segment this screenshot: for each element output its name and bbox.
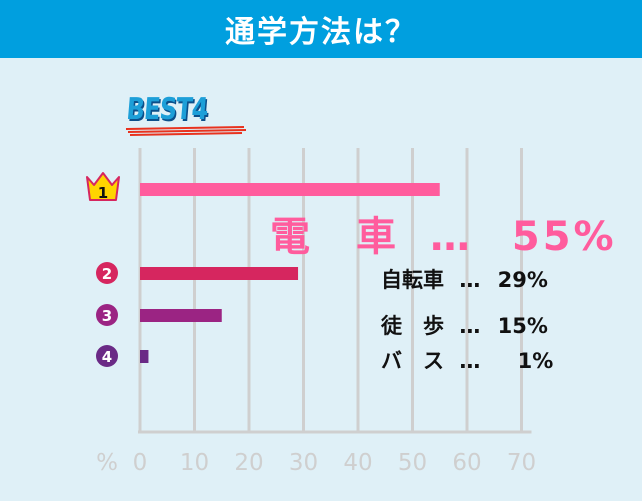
x-tick-label: 60: [452, 450, 481, 476]
page-title: 通学方法は？: [0, 0, 642, 58]
x-tick-label: 0: [133, 450, 148, 476]
best4-underline-icon: [125, 126, 247, 136]
rank-circle-icon: [96, 262, 118, 284]
rank4-separator: …: [459, 349, 481, 373]
rank-marker-1: 1: [98, 184, 108, 202]
bar-4: [140, 350, 149, 363]
rank3-separator: …: [459, 314, 481, 338]
rank3-label: 徒 歩 … 15%: [381, 310, 548, 340]
bar-3: [140, 309, 222, 322]
x-tick-label: 50: [398, 450, 427, 476]
rank-marker-2: 2: [102, 265, 112, 283]
rank3-value: 15%: [497, 314, 548, 338]
rank1-label: 電 車 … 55%: [270, 204, 617, 262]
x-tick-label: 20: [234, 450, 263, 476]
rank2-separator: …: [459, 268, 481, 292]
rank4-label: バ ス … 1%: [381, 345, 553, 375]
x-axis-label: %: [96, 450, 118, 476]
rank2-category: 自転車: [381, 268, 444, 292]
rank4-category: バ ス: [381, 349, 444, 373]
rank-marker-4: 4: [102, 348, 112, 366]
rank-marker-3: 3: [102, 307, 112, 325]
rank1-category: 電 車: [270, 214, 399, 260]
rank1-separator: …: [429, 214, 473, 260]
x-tick-label: 30: [289, 450, 318, 476]
rank1-value: 55%: [511, 214, 617, 260]
x-tick-label: 10: [180, 450, 209, 476]
rank4-value: 1%: [517, 349, 554, 373]
x-tick-label: 40: [343, 450, 372, 476]
crown-icon: [86, 172, 120, 201]
bar-1: [140, 183, 440, 196]
rank-circle-icon: [96, 345, 118, 367]
x-tick-label: 70: [507, 450, 536, 476]
rank2-value: 29%: [497, 268, 548, 292]
rank-circle-icon: [96, 304, 118, 326]
bar-2: [140, 267, 299, 280]
rank2-label: 自転車 … 29%: [381, 264, 548, 294]
rank3-category: 徒 歩: [381, 314, 444, 338]
